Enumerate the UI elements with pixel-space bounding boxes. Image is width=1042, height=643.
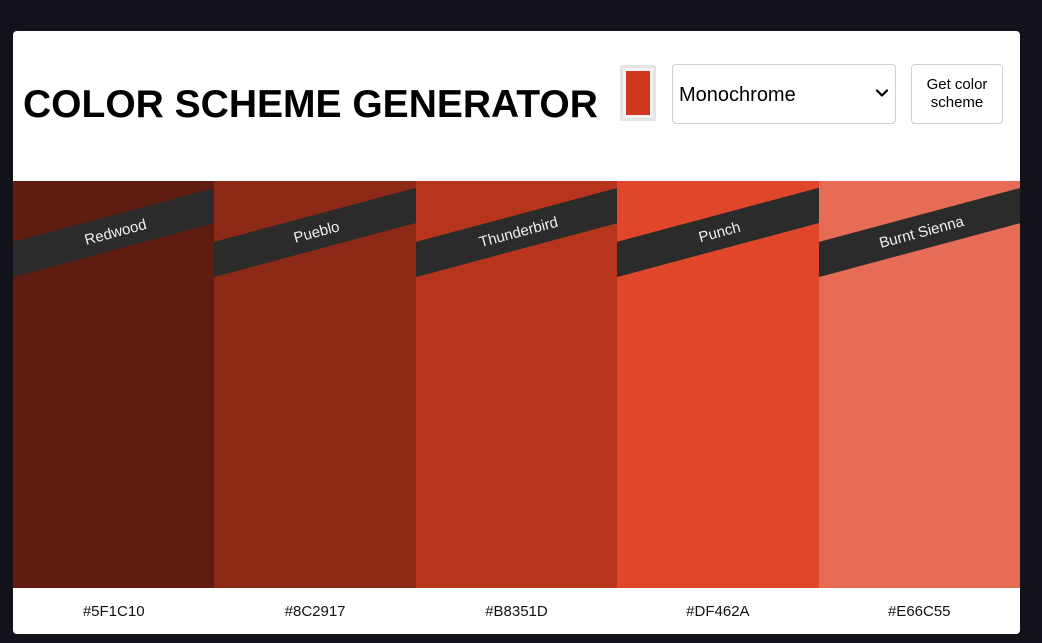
color-name: Redwood	[82, 215, 149, 249]
scheme-mode-select[interactable]: Monochrome	[672, 64, 896, 124]
color-hex[interactable]: #B8351D	[415, 588, 618, 634]
color-name-band: Burnt Sienna	[818, 186, 1020, 278]
palette-column: Burnt Sienna #E66C55	[818, 181, 1020, 634]
color-swatch[interactable]: Redwood	[13, 181, 215, 588]
get-color-scheme-button[interactable]: Get color scheme	[911, 64, 1003, 124]
scheme-mode-value: Monochrome	[679, 84, 796, 106]
header: COLOR SCHEME GENERATOR Monochrome Get co…	[13, 31, 1020, 181]
color-swatch[interactable]: Pueblo	[214, 181, 416, 588]
seed-color-swatch	[626, 71, 650, 115]
palette-column: Redwood #5F1C10	[13, 181, 215, 634]
color-swatch[interactable]: Punch	[617, 181, 819, 588]
color-swatch[interactable]: Thunderbird	[415, 181, 618, 588]
palette-column: Pueblo #8C2917	[214, 181, 416, 634]
color-name: Thunderbird	[477, 213, 560, 251]
color-name-band: Pueblo	[214, 186, 416, 278]
color-name: Punch	[696, 218, 743, 246]
page-title: COLOR SCHEME GENERATOR	[23, 83, 598, 126]
color-palette: Redwood #5F1C10 Pueblo #8C2917 Thunderbi…	[13, 181, 1020, 634]
color-name-band: Thunderbird	[415, 186, 618, 278]
palette-column: Thunderbird #B8351D	[415, 181, 618, 634]
color-name: Burnt Sienna	[876, 212, 966, 252]
seed-color-picker[interactable]	[620, 65, 656, 121]
color-hex[interactable]: #8C2917	[214, 588, 416, 634]
color-name-band: Punch	[617, 186, 819, 278]
chevron-down-icon	[875, 89, 889, 97]
color-hex[interactable]: #E66C55	[818, 588, 1020, 634]
color-swatch[interactable]: Burnt Sienna	[818, 181, 1020, 588]
color-hex[interactable]: #5F1C10	[13, 588, 215, 634]
color-hex[interactable]: #DF462A	[617, 588, 819, 634]
palette-column: Punch #DF462A	[617, 181, 819, 634]
color-name-band: Redwood	[13, 186, 215, 278]
color-name: Pueblo	[292, 217, 342, 247]
color-scheme-card: COLOR SCHEME GENERATOR Monochrome Get co…	[13, 31, 1020, 634]
